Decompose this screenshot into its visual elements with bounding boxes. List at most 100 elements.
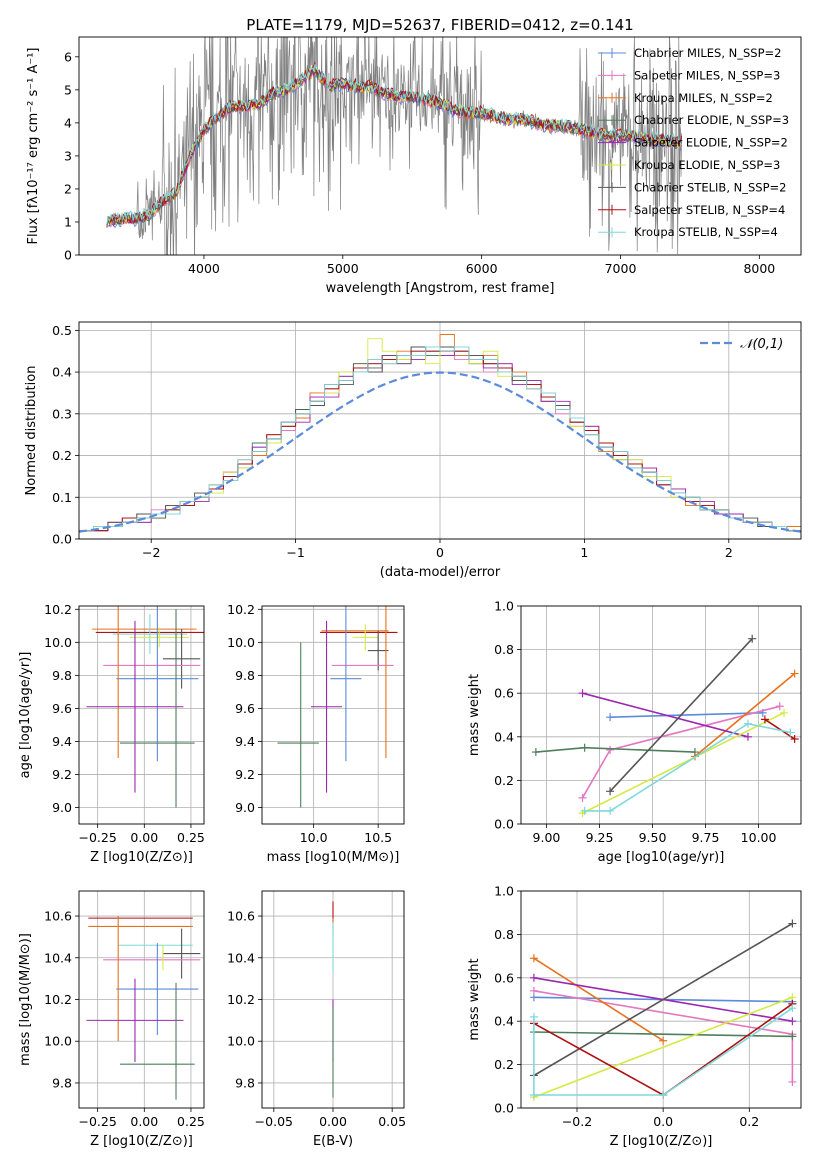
weight-line-chabrier-elodie: [533, 1031, 793, 1038]
axes-frame: [261, 890, 405, 1109]
legend-label: Salpeter ELODIE, N_SSP=2: [634, 136, 788, 150]
y-tick-label: 3: [64, 148, 72, 163]
x-tick-label: 0.05: [378, 1114, 406, 1129]
x-tick-label: 0.0: [653, 1114, 673, 1129]
x-tick-label: −0.25: [79, 1114, 117, 1129]
plus-marker: [790, 669, 799, 678]
y-tick-label: 10.0: [227, 1034, 255, 1049]
y-tick-label: 9.0: [52, 800, 72, 815]
plus-marker: [659, 1036, 668, 1045]
x-tick-label: 0.00: [319, 1114, 347, 1129]
y-tick-label: 0.8: [494, 642, 514, 657]
x-tick-label: 0.00: [130, 830, 158, 845]
plot-area: [106, 37, 683, 255]
x-tick-label: −1: [286, 545, 304, 560]
x-tick-label: 1: [580, 545, 588, 560]
x-tick-label: 10.0: [300, 830, 328, 845]
x-tick-label: −2: [142, 545, 160, 560]
y-tick-label: 9.8: [52, 1075, 72, 1090]
y-tick-label: 0.0: [494, 1101, 514, 1116]
y-tick-label: 10.2: [227, 602, 255, 617]
y-tick-label: 10.2: [44, 602, 72, 617]
legend-label: Kroupa ELODIE, N_SSP=3: [634, 158, 780, 172]
legend-label: Chabrier ELODIE, N_SSP=3: [634, 113, 789, 127]
plus-marker: [788, 1017, 797, 1026]
plot-area: [531, 634, 799, 818]
y-axis-label: mass weight: [467, 674, 482, 756]
plus-marker: [606, 745, 615, 754]
y-tick-label: 0.4: [494, 1014, 514, 1029]
plus-marker: [606, 787, 615, 796]
x-axis-label: (data-model)/error: [380, 565, 501, 580]
y-tick-label: 10.6: [227, 909, 255, 924]
axes-frame: [78, 605, 205, 825]
legend-label: Kroupa MILES, N_SSP=2: [634, 91, 773, 105]
weight-line-kroupa-stelib: [584, 722, 791, 812]
y-tick-label: 9.8: [235, 668, 255, 683]
panel-residuals: −2 −1 0 1 2 0.0 0.1 0.2 0.3 0.4 0.5 (data-model)/er…: [24, 321, 802, 580]
axes-frame: [261, 605, 405, 825]
plus-marker: [529, 1090, 538, 1099]
y-axis-label: Normed distribution: [24, 366, 39, 496]
axes-frame: [520, 890, 802, 1109]
x-tick-label: 9.00: [533, 830, 561, 845]
x-tick-label: 7000: [605, 261, 637, 276]
figure-title: PLATE=1179, MJD=52637, FIBERID=0412, z=0…: [246, 16, 633, 34]
axes-frame: [78, 321, 802, 540]
plus-marker: [743, 719, 752, 728]
x-tick-label: −0.05: [255, 1114, 293, 1129]
plus-marker: [775, 702, 784, 711]
y-tick-label: 9.8: [52, 668, 72, 683]
plus-marker: [659, 1090, 668, 1099]
plus-marker: [529, 954, 538, 963]
x-tick-label: 2: [725, 545, 733, 560]
panel-mass-vs-ebv: −0.05 0.00 0.05 9.8 10.0 10.2 10.4 10.6 E(B-V): [227, 890, 406, 1149]
axes-frame: [520, 605, 802, 825]
plus-marker: [606, 713, 615, 722]
x-axis-label: Z [log10(Z/Z⊙)]: [610, 1134, 713, 1149]
y-tick-label: 9.6: [235, 701, 255, 716]
weight-line-salpeter-elodie: [582, 692, 749, 738]
plus-marker: [788, 919, 797, 928]
y-tick-label: 9.0: [235, 800, 255, 815]
plus-marker: [788, 1077, 797, 1086]
y-axis-label: mass weight: [467, 958, 482, 1040]
weight-line-kroupa-miles: [533, 957, 664, 1042]
plus-marker: [788, 1032, 797, 1041]
y-tick-label: 2: [64, 181, 72, 196]
y-tick-label: 6: [64, 49, 72, 64]
weight-line-chabrier-stelib: [533, 922, 793, 1077]
x-tick-label: 0: [436, 545, 444, 560]
x-tick-label: 0.2: [739, 1114, 759, 1129]
plus-marker: [580, 806, 589, 815]
panel-weight-vs-z: −0.2 0.0 0.2 0.0 0.2 0.4 0.6 0.8 1.0 Z [log10(Z/Z…: [467, 884, 802, 1149]
panel-age-vs-z: −0.25 0.00 0.25 9.0 9.2 9.4 9.6 9.8 10.0 10.2 Z [l…: [18, 602, 205, 865]
y-tick-label: 0.6: [494, 970, 514, 985]
legend-label: Chabrier MILES, N_SSP=2: [634, 46, 781, 60]
panel-mass-vs-z: −0.25 0.00 0.25 9.8 10.0 10.2 10.4 10.6 Z [log10…: [18, 890, 205, 1149]
axes-frame: [78, 890, 205, 1109]
y-axis-label: mass [log10(M/M⊙)]: [18, 933, 33, 1066]
y-tick-label: 10.2: [227, 992, 255, 1007]
plus-marker: [578, 793, 587, 802]
panel-spectrum: 4000 5000 6000 7000 8000 0 1 2 3 4 5 6 wavelength [A…: [26, 36, 802, 296]
x-tick-label: 9.75: [692, 830, 720, 845]
y-tick-label: 0.3: [52, 406, 72, 421]
plot-area: [529, 919, 797, 1102]
x-axis-label: Z [log10(Z/Z⊙)]: [90, 1134, 193, 1149]
x-axis-label: wavelength [Angstrom, rest frame]: [326, 281, 555, 296]
y-tick-label: 0.8: [494, 927, 514, 942]
x-tick-label: 0.25: [177, 830, 205, 845]
plus-marker: [690, 748, 699, 757]
y-tick-label: 0.4: [494, 729, 514, 744]
y-tick-label: 9.2: [235, 767, 255, 782]
histogram-kroupa-stelib: [79, 346, 801, 539]
y-tick-label: 1.0: [494, 884, 514, 899]
y-tick-label: 0.2: [52, 448, 72, 463]
plus-marker: [529, 986, 538, 995]
y-tick-label: 0: [64, 248, 72, 263]
weight-line-chabrier-elodie: [535, 746, 695, 753]
x-tick-label: 6000: [466, 261, 498, 276]
x-tick-label: 0.00: [130, 1114, 158, 1129]
